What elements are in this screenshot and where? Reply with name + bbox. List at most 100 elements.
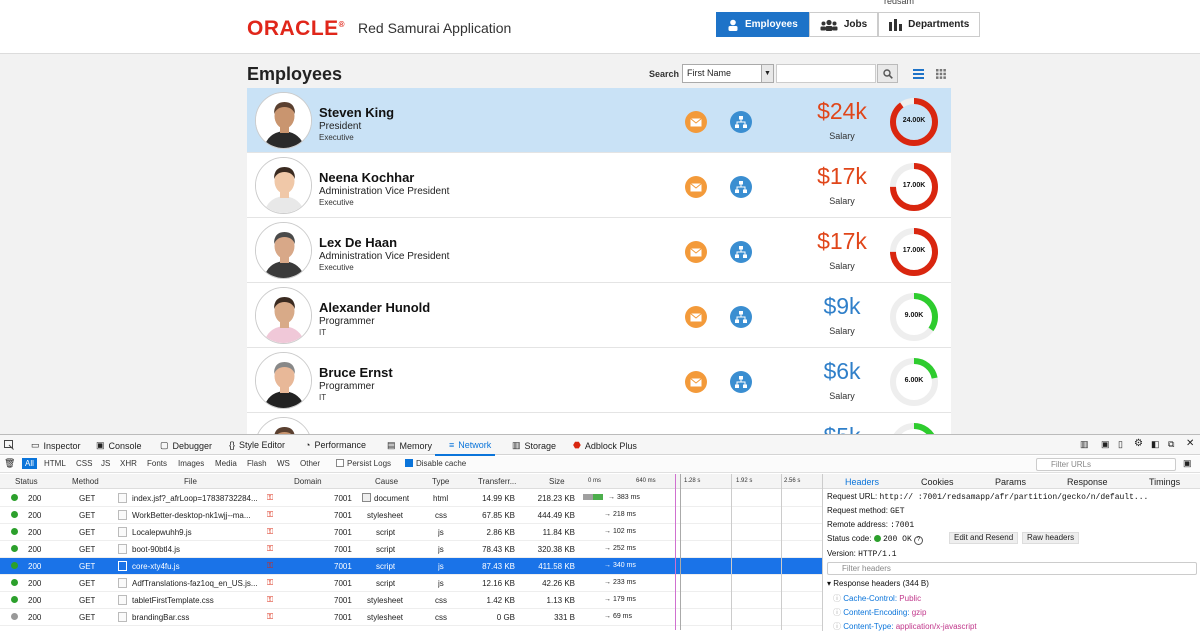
org-chart-button[interactable] [730,371,752,393]
pick-element-icon[interactable] [4,440,14,450]
col-status[interactable]: Status [15,477,38,486]
col-size[interactable]: Size [549,477,565,486]
employee-card[interactable]: Bruce Ernst Programmer IT $6k Salary 6.00K [247,348,951,413]
filter-css[interactable]: CSS [76,459,93,468]
col-cause[interactable]: Cause [375,477,399,486]
filter-xhr[interactable]: XHR [120,459,137,468]
tab-response[interactable]: Response [1067,477,1108,487]
disable-cache-checkbox[interactable]: Disable cache [405,459,466,468]
employee-card[interactable]: Neena Kochhar Administration Vice Preside… [247,153,951,218]
email-button[interactable] [685,111,707,133]
filter-headers-input[interactable]: Filter headers [827,562,1197,575]
tab-cookies[interactable]: Cookies [921,477,954,487]
nav-jobs-button[interactable]: Jobs [808,12,879,37]
tab-memory[interactable]: ▤ Memory [387,440,433,451]
employee-job: Administration Vice President [319,251,450,262]
request-row[interactable]: 200 GET core-xty4fu.js ⚿ 7001 script js 87.43 K… [0,558,822,575]
salary-value: $17k [817,228,867,254]
raw-headers-button[interactable]: Raw headers [1022,532,1080,544]
filter-js[interactable]: JS [101,459,111,468]
salary-gauge-label: 17.00K [902,182,926,189]
request-row[interactable]: 200 GET boot-90btl4.js ⚿ 7001 script js 78.43 K… [0,541,822,558]
salary-gauge-fill [890,293,938,341]
trash-icon[interactable]: 🗑 [4,458,16,468]
user-name[interactable]: redsam [884,0,915,6]
request-row[interactable]: 200 GET tabletFirstTemplate.css ⚿ 7001 styles… [0,592,822,609]
request-status: 200 [28,596,42,605]
nav-departments-button[interactable]: Departments [878,12,981,37]
email-button[interactable] [685,371,707,393]
separate-window-icon[interactable]: ⧉ [1168,439,1175,449]
employee-card[interactable]: Steven King President Executive $24k Salary 2… [247,88,951,153]
layout-toggle-icon[interactable]: ▥ [1080,439,1089,449]
tab-debugger[interactable]: ▢ Debugger [160,440,213,451]
responsive-design-icon[interactable]: ▯ [1118,439,1123,449]
tab-timings[interactable]: Timings [1149,477,1181,487]
persist-logs-checkbox[interactable]: Persist Logs [336,459,391,468]
request-transferred: 67.85 KB [482,511,515,520]
toggle-sidebar-icon[interactable]: ▣ [1183,458,1192,468]
col-type[interactable]: Type [432,477,450,486]
org-chart-button[interactable] [730,176,752,198]
email-button[interactable] [685,306,707,328]
edit-and-resend-button[interactable]: Edit and Resend [949,532,1019,544]
grid-view-icon[interactable] [936,69,946,79]
col-transferred[interactable]: Transferr... [478,477,517,486]
request-row[interactable]: 200 GET WorkBetter-desktop-nk1wjj--ma... ⚿ 7… [0,507,822,524]
request-row[interactable]: 200 GET AdfTranslations-faz1oq_en_US.js...… [0,575,822,592]
filter-fonts[interactable]: Fonts [147,459,168,468]
request-row[interactable]: 200 GET index.jsf?_afrLoop=17838732284... ⚿… [0,490,822,507]
employee-card[interactable]: Alexander Hunold Programmer IT $9k Salary 9.0… [247,283,951,348]
filter-media[interactable]: Media [215,459,237,468]
filter-flash[interactable]: Flash [247,459,267,468]
request-cause: script [376,545,396,554]
employee-card[interactable]: $5k [247,413,951,434]
search-field-select[interactable]: First Name ▼ [682,64,774,83]
col-file[interactable]: File [184,477,197,486]
email-button[interactable] [685,241,707,263]
request-row[interactable]: 200 GET brandingBar.css ⚿ 7001 stylesheet css 0… [0,609,822,626]
tab-adblock-plus[interactable]: ⬣ Adblock Plus [573,440,637,451]
tab-storage[interactable]: ▥ Storage [512,440,557,451]
search-button[interactable] [877,64,898,83]
org-chart-button[interactable] [730,111,752,133]
request-url-line: Request URL: http:// :7001/redsamapp/afr… [827,492,1149,502]
tab-params[interactable]: Params [995,477,1027,487]
tab-performance[interactable]: ◔ Performance [305,440,366,450]
tab-console[interactable]: ▣ Console [96,440,142,451]
request-cause: stylesheet [367,596,404,605]
request-row[interactable]: 200 GET Localepwuhh9.js ⚿ 7001 script js 2.86 K… [0,524,822,541]
insecure-icon: ⚿ [267,493,274,502]
col-method[interactable]: Method [72,477,99,486]
request-size: 42.26 KB [542,579,575,588]
close-icon[interactable]: ✕ [1186,438,1195,449]
inspector-icon: ▭ [31,440,40,450]
filter-other[interactable]: Other [300,459,321,468]
filter-images[interactable]: Images [178,459,205,468]
tab-style-editor[interactable]: {} Style Editor [229,440,286,450]
tab-network[interactable]: ≡ Network [434,440,496,456]
response-headers-toggle[interactable]: ▾ Response headers (344 B) [827,579,929,588]
request-size: 1.13 KB [546,596,575,605]
dock-side-icon[interactable]: ◧ [1151,439,1160,449]
search-input[interactable] [776,64,876,83]
org-chart-button[interactable] [730,241,752,263]
org-chart-button[interactable] [730,306,752,328]
app-window: ORACLE® Red Samurai Application redsam E… [0,0,1200,434]
tab-inspector[interactable]: ▭ Inspector [31,440,81,451]
tab-headers[interactable]: Headers [845,477,880,487]
split-console-icon[interactable]: ▣ [1101,439,1110,449]
request-domain: 7001 [334,545,352,554]
list-view-icon[interactable] [913,69,924,79]
col-domain[interactable]: Domain [294,477,322,486]
employee-card[interactable]: Lex De Haan Administration Vice President… [247,218,951,283]
settings-gear-icon[interactable]: ⚙ [1134,438,1143,449]
status-dot-icon [11,562,18,569]
filter-ws[interactable]: WS [277,459,290,468]
filter-html[interactable]: HTML [44,459,66,468]
nav-employees-button[interactable]: Employees [716,12,809,37]
chevron-down-icon: ▼ [761,65,773,82]
email-button[interactable] [685,176,707,198]
filter-all[interactable]: All [22,458,37,469]
filter-urls-input[interactable]: Filter URLs [1036,458,1176,471]
